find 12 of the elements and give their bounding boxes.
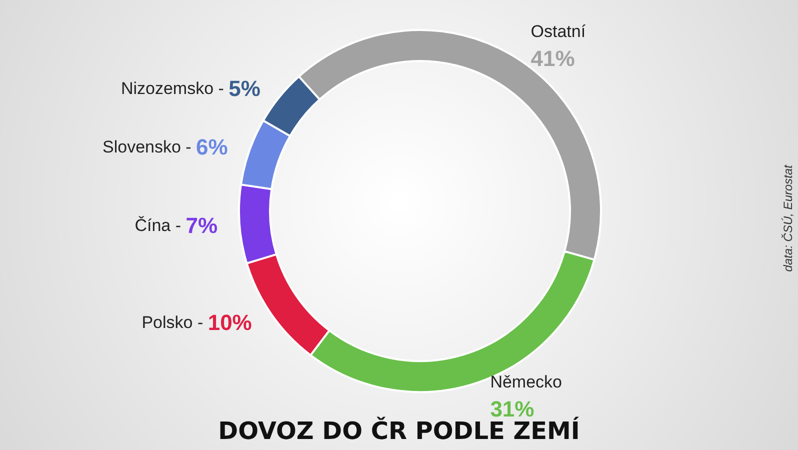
- data-label: 5%: [228, 76, 260, 101]
- text: data: ČSÚ, Eurostat: [781, 164, 795, 272]
- slice-label: Německo: [490, 372, 562, 392]
- slice-label: Slovensko -: [102, 137, 196, 156]
- data-label: 7%: [186, 212, 218, 238]
- slice-label: Čína -: [134, 216, 186, 235]
- slice-label: Polsko -: [142, 312, 208, 332]
- slice-label: Nizozemsko -: [120, 78, 229, 98]
- data-label: 6%: [196, 134, 228, 160]
- slice-label: Ostatní: [530, 22, 586, 41]
- data-label: 10%: [208, 310, 252, 335]
- data-label: 41%: [530, 46, 575, 71]
